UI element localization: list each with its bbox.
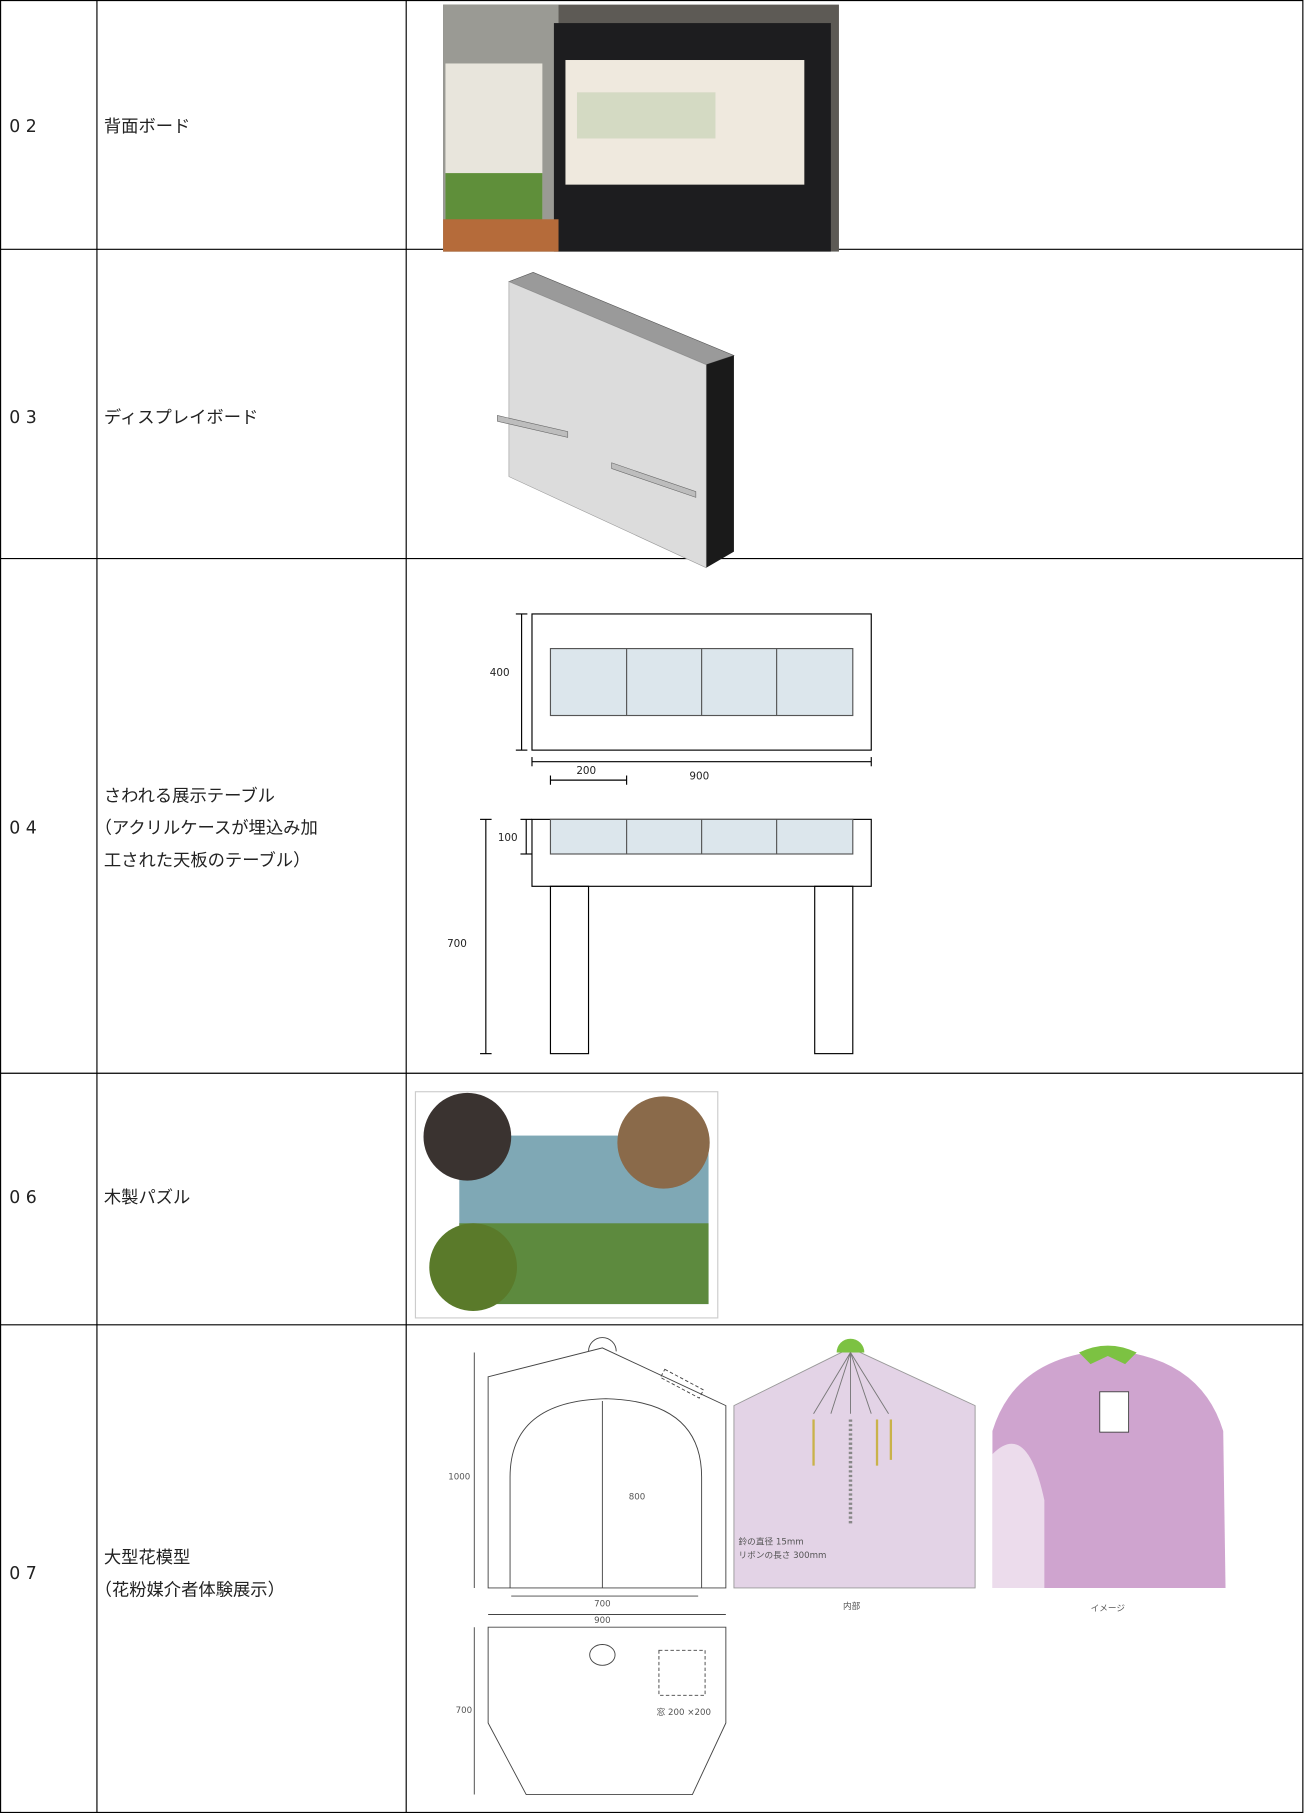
item-name: 背面ボード: [104, 117, 190, 137]
dimension-label: 700: [447, 938, 467, 950]
item-name: ディスプレイボード: [104, 407, 258, 428]
annotation: リボンの長さ 300mm: [739, 1550, 827, 1561]
caption: イメージ: [1091, 1604, 1126, 1614]
dimension-label: 800: [629, 1492, 645, 1502]
dimension-label: 400: [490, 667, 510, 679]
annotation: 鈴の直径 15mm: [739, 1535, 804, 1547]
caption: 内部: [843, 1600, 861, 1612]
row-number: 0 7: [9, 1564, 37, 1584]
dimension-label: 900: [594, 1616, 610, 1626]
flower-model-drawing: [473, 1337, 1226, 1795]
item-name: 木製パズル: [104, 1188, 190, 1208]
item-name: さわれる展示テーブル: [104, 785, 275, 806]
item-name: （花粉媒介者体験展示）: [95, 1580, 285, 1600]
row-number: 0 4: [9, 819, 37, 839]
puzzle-photo: [414, 1091, 719, 1319]
dimension-label: 700: [456, 1706, 472, 1716]
item-name: （アクリルケースが埋込み加: [95, 819, 318, 839]
item-name: 工された天板のテーブル）: [104, 850, 311, 871]
dimension-label: 700: [594, 1600, 610, 1610]
row-number: 0 3: [9, 408, 37, 428]
item-name: 大型花模型: [104, 1548, 190, 1568]
row-number: 0 6: [9, 1188, 37, 1208]
photo-back-board: [443, 4, 839, 252]
row-number: 0 2: [9, 117, 37, 137]
table-drawing: [480, 613, 872, 1055]
dimension-label: 窓 200 ×200: [657, 1706, 711, 1718]
dimension-label: 100: [498, 832, 518, 844]
dimension-label: 200: [576, 765, 596, 777]
dimension-label: 1000: [448, 1473, 470, 1483]
dimension-label: 900: [689, 771, 709, 783]
display-board-drawing: [497, 272, 735, 569]
